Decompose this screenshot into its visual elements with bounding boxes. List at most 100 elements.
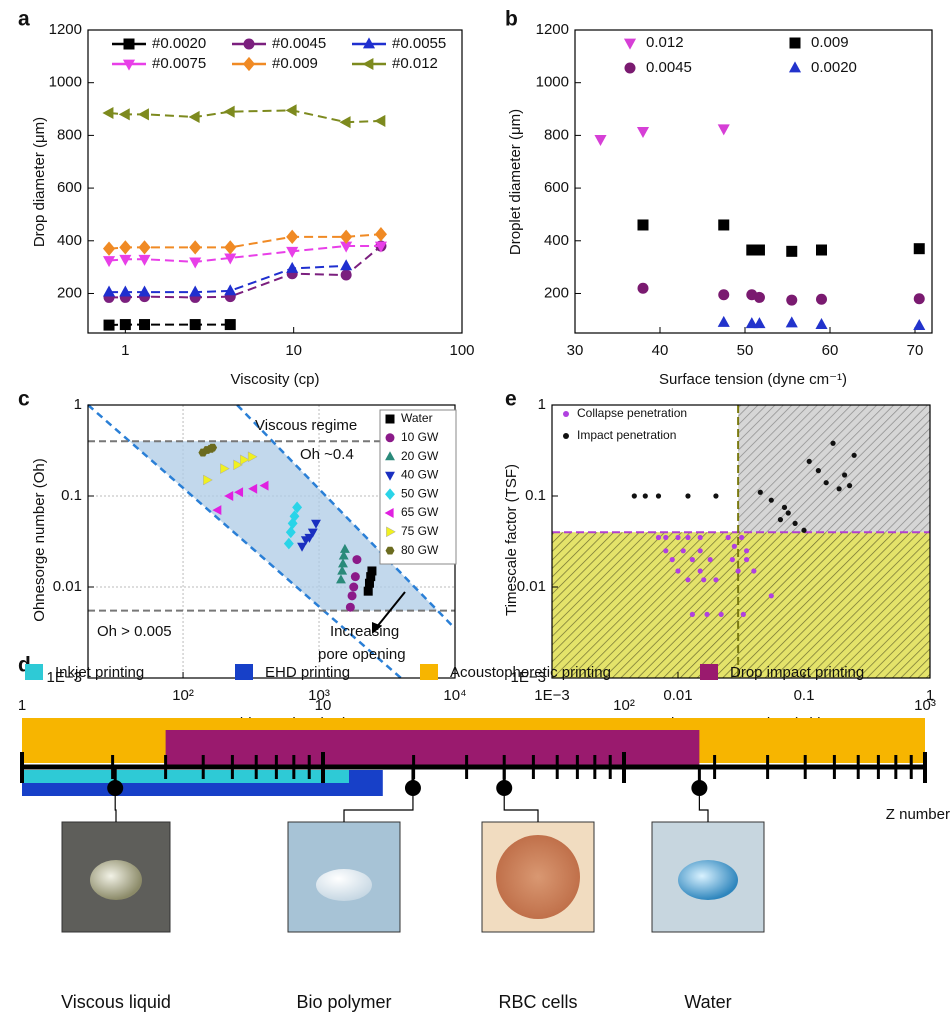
marker xyxy=(287,517,298,530)
marker xyxy=(297,542,307,552)
marker xyxy=(743,557,750,563)
legend-marker xyxy=(243,38,255,50)
y-tick-label: 1 xyxy=(538,396,546,413)
legend-label: #0.0045 xyxy=(272,35,326,52)
y-axis-title: Droplet diameter (μm) xyxy=(507,109,524,255)
x-tick-label: 10² xyxy=(613,697,635,714)
marker xyxy=(363,586,373,596)
marker xyxy=(138,254,151,266)
marker xyxy=(717,124,730,136)
marker xyxy=(846,483,853,489)
marker xyxy=(594,134,607,146)
marker xyxy=(347,591,357,601)
marker xyxy=(118,108,130,121)
legend-marker xyxy=(242,56,256,72)
marker xyxy=(830,440,836,446)
range-bar xyxy=(165,730,700,766)
marker xyxy=(743,548,750,554)
legend-label: #0.0055 xyxy=(392,35,446,52)
marker xyxy=(339,543,350,553)
legend-swatch xyxy=(235,664,253,680)
y-axis-title: Ohnesorge number (Oh) xyxy=(31,458,48,621)
y-tick-label: 1 xyxy=(74,396,82,413)
marker xyxy=(685,577,691,583)
marker xyxy=(823,480,829,486)
marker xyxy=(704,611,710,617)
marker xyxy=(697,568,703,574)
x-tick-label: 0.1 xyxy=(794,687,815,704)
marker xyxy=(247,451,258,463)
marker xyxy=(259,480,269,491)
x-tick-label: 0.01 xyxy=(663,687,692,704)
legend-label: Inkjet printing xyxy=(55,664,144,681)
y-tick-label: 1000 xyxy=(49,74,82,91)
region-impact xyxy=(738,405,930,533)
legend-label: #0.0020 xyxy=(152,35,206,52)
annotation: Viscous regime xyxy=(255,417,357,434)
marker xyxy=(138,285,151,297)
marker xyxy=(292,501,303,514)
marker xyxy=(806,458,812,465)
marker xyxy=(340,259,353,271)
marker xyxy=(753,291,765,303)
marker xyxy=(138,240,151,255)
y-tick-label: 1200 xyxy=(49,21,82,38)
marker xyxy=(203,474,213,486)
marker xyxy=(304,533,315,543)
y-axis-title: Timescale factor (TSF) xyxy=(503,464,520,616)
range-bar xyxy=(22,770,349,783)
marker xyxy=(311,519,321,529)
panel-letter: c xyxy=(18,388,30,411)
y-tick-label: 1200 xyxy=(536,21,569,38)
legend-marker xyxy=(385,451,395,461)
series-line xyxy=(109,245,382,299)
legend-marker xyxy=(788,61,802,73)
legend-marker xyxy=(362,37,376,49)
series-line xyxy=(108,245,381,263)
legend-label: 80 GW xyxy=(401,543,439,557)
legend-marker xyxy=(385,488,395,501)
y-tick-label: 800 xyxy=(544,126,569,143)
marker xyxy=(913,319,926,331)
legend-marker xyxy=(385,414,395,424)
legend-swatch xyxy=(700,664,718,680)
legend-marker xyxy=(362,57,374,71)
marker xyxy=(725,534,731,541)
band-line xyxy=(87,404,402,679)
marker xyxy=(224,284,237,296)
connector xyxy=(698,796,709,822)
marker xyxy=(729,557,735,563)
marker xyxy=(675,568,681,574)
point-marker xyxy=(691,780,708,796)
marker xyxy=(345,602,355,612)
x-tick-label: 40 xyxy=(652,342,669,359)
x-tick-label: 30 xyxy=(567,342,584,359)
marker xyxy=(786,245,798,257)
y-tick-label: 600 xyxy=(57,179,82,196)
plot-frame xyxy=(551,404,931,679)
marker xyxy=(338,558,348,568)
marker xyxy=(224,253,237,265)
marker xyxy=(735,568,741,574)
x-tick-label: 1 xyxy=(926,687,934,704)
plot-frame xyxy=(87,29,463,334)
panel-letter: b xyxy=(505,8,518,31)
marker xyxy=(139,319,151,331)
x-tick-label: 100 xyxy=(449,342,474,359)
marker xyxy=(239,454,250,466)
marker xyxy=(189,285,202,297)
marker xyxy=(103,319,115,331)
legend-marker xyxy=(624,62,636,74)
legend-label: 40 GW xyxy=(401,468,439,482)
marker xyxy=(913,243,925,255)
legend-label: Impact penetration xyxy=(577,428,676,442)
plot-frame xyxy=(574,29,933,334)
marker xyxy=(718,289,730,301)
region-collapse xyxy=(552,532,930,678)
x-tick-label: 50 xyxy=(737,342,754,359)
legend-marker xyxy=(385,546,395,555)
marker xyxy=(753,317,766,329)
legend-label: 0.0020 xyxy=(811,59,857,76)
marker xyxy=(286,229,299,244)
series-line xyxy=(108,109,381,124)
